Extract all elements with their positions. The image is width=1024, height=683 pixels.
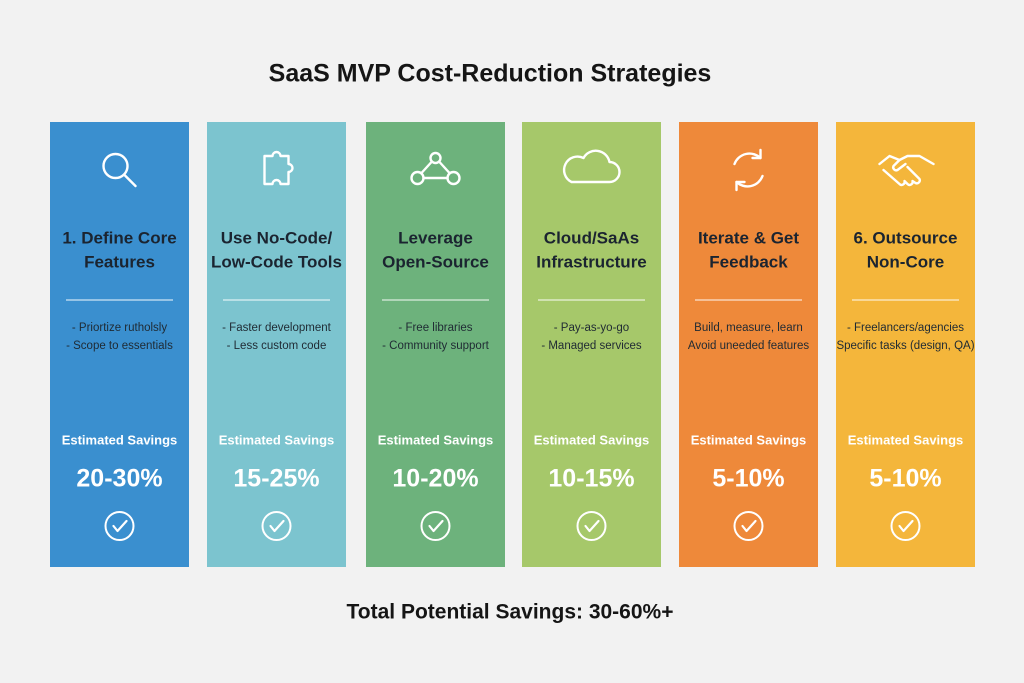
card-icon: [102, 152, 137, 188]
card: 6. Outsource Non-Core - Freelancers/agenci…: [836, 122, 975, 567]
icon-shape: [562, 149, 621, 184]
check-circle: [261, 511, 292, 541]
icon-shape: [733, 152, 762, 166]
savings-label: Estimated Savings: [534, 432, 650, 447]
check-mark: [898, 519, 914, 533]
card-title: 1. Define Core: [62, 228, 176, 247]
card-bullet: - Scope to essentials: [66, 340, 173, 352]
card-title: Open-Source: [382, 252, 489, 271]
card-bullet: - Freelancers/agencies: [847, 322, 964, 334]
card-bullet: Build, measure, learn: [694, 322, 803, 334]
savings-label: Estimated Savings: [848, 432, 964, 447]
card-title: Non-Core: [867, 252, 944, 271]
card: 1. Define Core Features - Priortize ruthol…: [50, 122, 189, 567]
savings-value: 5-10%: [869, 465, 941, 493]
icon-shape: [263, 150, 294, 186]
check-mark: [584, 519, 600, 533]
card-title: Feedback: [709, 252, 788, 271]
check-mark: [112, 519, 128, 533]
icon-shape: [892, 158, 907, 172]
card-bullet: - Less custom code: [227, 340, 327, 352]
card-title: Use No-Code/: [221, 228, 333, 247]
savings-value: 15-25%: [233, 465, 319, 493]
card-background: [366, 122, 505, 567]
icon-shape: [735, 180, 746, 192]
card-bullet: - Faster development: [222, 322, 331, 334]
savings-label: Estimated Savings: [691, 432, 807, 447]
icon-shape: [102, 152, 129, 180]
savings-value: 10-20%: [392, 465, 478, 493]
card-icon: [878, 154, 935, 187]
check-mark: [269, 519, 285, 533]
savings-label: Estimated Savings: [219, 432, 335, 447]
savings-label: Estimated Savings: [62, 432, 178, 447]
card-bullet: - Free libraries: [398, 322, 472, 334]
card-bullet: - Community support: [382, 340, 490, 352]
savings-label: Estimated Savings: [378, 432, 494, 447]
card-title: Leverage: [398, 228, 473, 247]
check-circle: [890, 511, 921, 541]
savings-value: 10-15%: [548, 465, 634, 493]
icon-shape: [878, 154, 935, 166]
card-title: Iterate & Get: [698, 228, 799, 247]
check-circle: [576, 511, 607, 541]
icon-shape: [735, 174, 764, 188]
icon-shape: [123, 173, 137, 188]
total-savings: Total Potential Savings: 30-60%+: [347, 601, 674, 624]
card-title: 6. Outsource: [854, 228, 958, 247]
card: Use No-Code/Low-Code Tools - Faster devel…: [207, 122, 346, 567]
card-title: Features: [84, 252, 155, 271]
savings-value: 20-30%: [76, 465, 162, 493]
check-mark: [741, 519, 757, 533]
card-background: [836, 122, 975, 567]
card-icon: [733, 148, 764, 192]
card-title: Cloud/SaAs: [544, 228, 639, 247]
card-background: [50, 122, 189, 567]
page-title: SaaS MVP Cost-Reduction Strategies: [269, 60, 712, 88]
card-bullet: - Managed services: [541, 340, 642, 352]
check-circle: [420, 511, 451, 541]
card-background: [207, 122, 346, 567]
card-bullet: - Priortize rutholsly: [72, 322, 167, 334]
card-bullet: Avoid uneeded features: [688, 340, 810, 352]
card-title: Infrastructure: [536, 252, 647, 271]
card-bullet: - Pay-as-yo-go: [554, 322, 629, 334]
card: Iterate & Get Feedback Build, measure, lea…: [679, 122, 818, 567]
icon-shape: [438, 160, 451, 175]
card-icon: [562, 149, 621, 184]
check-mark: [428, 519, 444, 533]
card: Leverage Open-Source - Free libraries - Com…: [366, 122, 505, 567]
card-title: Low-Code Tools: [211, 252, 342, 271]
icon-shape: [420, 160, 433, 175]
check-circle: [104, 511, 135, 541]
card-background: [522, 122, 661, 567]
card: Cloud/SaAs Infrastructure - Pay-as-yo-go - …: [522, 122, 661, 567]
card-bullet: Specific tasks (design, QA): [836, 340, 974, 352]
card-icon: [410, 151, 461, 186]
card-background: [679, 122, 818, 567]
icon-shape: [429, 151, 442, 165]
cards: 1. Define Core Features - Priortize ruthol…: [50, 122, 975, 567]
check-circle: [733, 511, 764, 541]
icon-shape: [751, 148, 762, 160]
savings-value: 5-10%: [712, 465, 784, 493]
card-icon: [263, 150, 294, 186]
icon-shape: [882, 165, 921, 187]
